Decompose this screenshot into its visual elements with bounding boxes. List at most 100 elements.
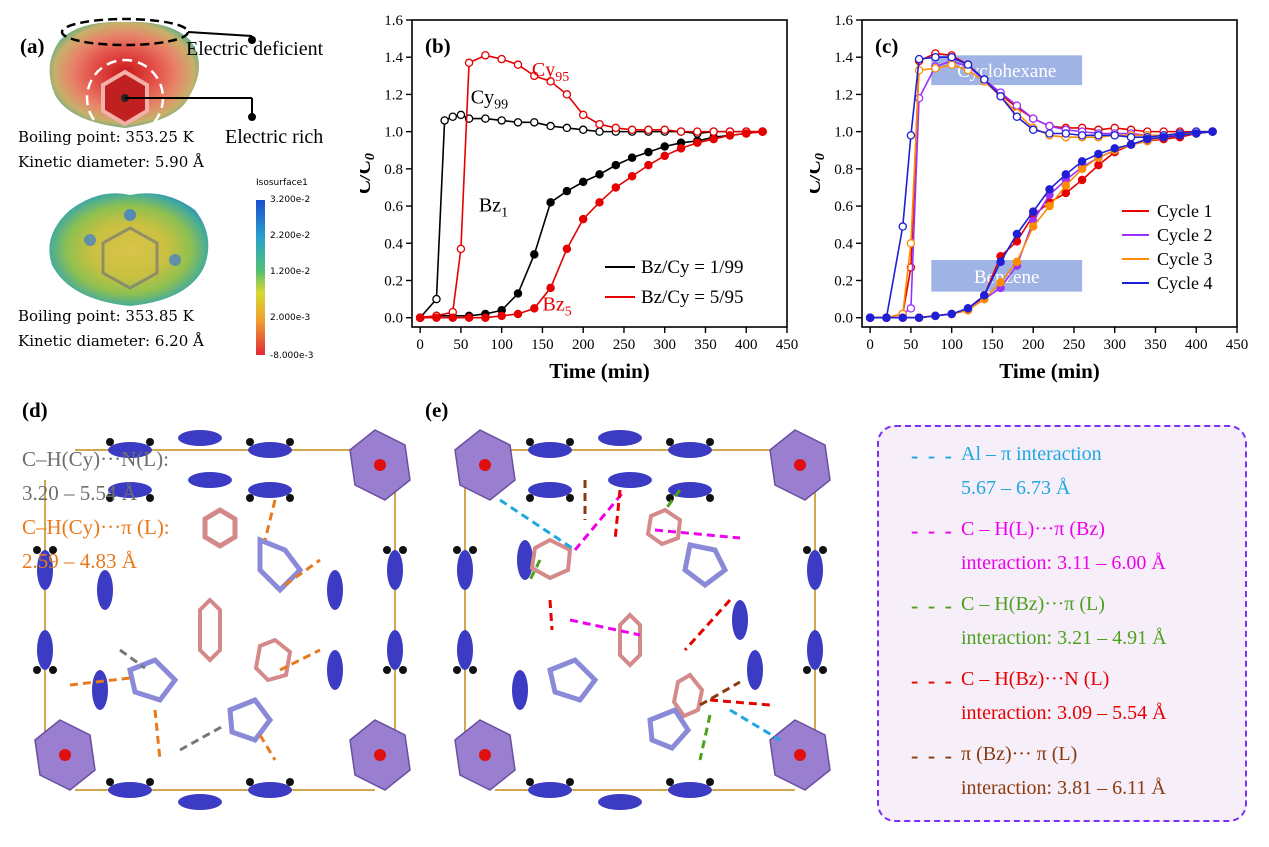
al-cluster xyxy=(349,719,411,791)
cycle-benzene-line xyxy=(870,130,1213,319)
cycle-benzene-point xyxy=(1028,222,1038,231)
series-Cy95-point xyxy=(530,71,539,81)
x-tick-label: 300 xyxy=(653,337,676,353)
x-tick-label: 350 xyxy=(1144,337,1167,353)
annotation-leaders xyxy=(125,31,256,121)
y-tick-label: 0.8 xyxy=(384,162,403,178)
series-Cy99-point xyxy=(448,112,458,122)
cycle-benzene-point xyxy=(1077,157,1087,166)
series-Bz5-point xyxy=(693,138,702,148)
series-Cy99-point xyxy=(595,127,604,136)
x-tick-label: 450 xyxy=(1226,337,1249,353)
legend-entry-title: Al – π interaction xyxy=(961,443,1102,465)
y-tick-label: 1.0 xyxy=(384,125,403,141)
panel-a-label: (a) xyxy=(20,34,45,58)
electric-deficient-label: Electric deficient xyxy=(186,38,324,60)
series-Cy95-point xyxy=(513,60,523,69)
cycle-cyclohexane-point xyxy=(914,93,924,103)
y-axis-label: C/C0 xyxy=(810,153,828,194)
series-Cy95-point xyxy=(595,119,604,129)
cycle-cyclohexane-point xyxy=(1012,101,1022,110)
legend-entry-title: C – H(L)···π (Bz) xyxy=(961,518,1105,540)
series-Bz1-point xyxy=(578,177,588,187)
series-Bz1-point xyxy=(611,160,621,170)
series-Bz5-point xyxy=(464,313,474,322)
x-tick-label: 250 xyxy=(1063,337,1086,353)
cycle-cyclohexane-point xyxy=(963,60,973,69)
series-Cy95-point xyxy=(481,51,490,60)
cycle-benzene-point xyxy=(1143,134,1152,144)
cycle-benzene-point xyxy=(1012,229,1022,239)
cycle-benzene-point xyxy=(931,311,940,321)
cycle-benzene-point xyxy=(947,309,956,319)
series-Bz1-point xyxy=(644,147,653,157)
series-Cy99-point xyxy=(530,118,539,127)
cycle-benzene-point xyxy=(1045,185,1054,194)
cycle-benzene-point xyxy=(898,313,908,322)
cycle-benzene-point xyxy=(1028,207,1038,216)
x-tick-label: 50 xyxy=(453,337,468,353)
cycle-benzene-point xyxy=(1159,132,1168,142)
series-Bz5-point xyxy=(709,134,718,144)
colorbar-tick: 2.000e-3 xyxy=(270,313,311,323)
y-tick-label: 0.6 xyxy=(384,199,403,215)
cycle-cyclohexane-point xyxy=(996,92,1005,101)
series-Cy95-point xyxy=(693,127,702,136)
x-tick-label: 100 xyxy=(940,337,963,353)
interaction-lines-e xyxy=(499,480,781,761)
legend-entry-title: C – H(Bz)···π (L) xyxy=(961,593,1105,615)
legend-entry-title: C – H(Bz)···N (L) xyxy=(961,668,1110,690)
isosurface-colorbar xyxy=(256,200,265,355)
colorbar-tick: 2.200e-2 xyxy=(270,231,311,241)
cycle-cyclohexane-point xyxy=(931,64,940,73)
series-Cy95-point xyxy=(709,127,718,136)
series-Bz5-point xyxy=(562,244,572,254)
series-Cy95-point xyxy=(660,125,669,135)
panel-e-label: (e) xyxy=(425,398,449,422)
legend-label: Cycle 1 xyxy=(1157,201,1213,221)
guest-molecules-d xyxy=(127,507,304,743)
region-label-box xyxy=(931,55,1083,86)
benzene-boiling-point: Boiling point: 353.25 K xyxy=(18,128,194,146)
x-tick-label: 400 xyxy=(735,337,758,353)
y-tick-label: 0.2 xyxy=(834,273,853,289)
cycle-benzene-point xyxy=(1012,257,1022,267)
y-axis-label: C/C0 xyxy=(360,153,378,194)
series-Bz5-point xyxy=(627,172,637,181)
y-tick-label: 1.2 xyxy=(834,87,853,103)
cycle-benzene-point xyxy=(1094,160,1103,170)
series-Cy95-point xyxy=(546,77,555,86)
al-cluster xyxy=(769,429,831,501)
cycle-cyclohexane-point xyxy=(1077,131,1087,140)
series-Bz5-point xyxy=(481,313,490,322)
cycle-cyclohexane-point xyxy=(1045,121,1054,131)
series-Bz5-point xyxy=(660,151,669,161)
series-Cy99-point xyxy=(481,114,490,123)
series-Bz5-point xyxy=(432,313,441,322)
x-tick-label: 300 xyxy=(1103,337,1126,353)
cycle-cyclohexane-point xyxy=(980,75,989,84)
x-tick-label: 350 xyxy=(694,337,717,353)
series-Bz5-point xyxy=(415,313,425,322)
series-Bz1-point xyxy=(660,142,669,151)
series-Bz5-point xyxy=(448,313,458,322)
series-Bz1-line xyxy=(420,130,763,319)
series-Bz1-point xyxy=(513,289,523,298)
y-tick-label: 1.2 xyxy=(384,87,403,103)
cycle-cyclohexane-point xyxy=(931,52,940,62)
cycle-cyclohexane-point xyxy=(1012,112,1022,122)
electric-rich-label: Electric rich xyxy=(225,126,324,148)
y-tick-label: 1.4 xyxy=(384,50,403,66)
cycle-cyclohexane-point xyxy=(914,65,924,75)
legend-label: Bz/Cy = 1/99 xyxy=(641,257,744,278)
al-cluster xyxy=(34,719,96,791)
cycle-benzene-point xyxy=(980,291,989,300)
series-Bz1-point xyxy=(546,198,555,207)
x-tick-label: 250 xyxy=(613,337,636,353)
region-label: Benzene xyxy=(974,267,1039,288)
framework-structure-d xyxy=(33,429,411,810)
y-tick-label: 0.4 xyxy=(834,236,853,252)
y-tick-label: 1.0 xyxy=(834,125,853,141)
panel-c-label: (c) xyxy=(875,34,899,58)
series-Bz5-line xyxy=(420,130,763,319)
